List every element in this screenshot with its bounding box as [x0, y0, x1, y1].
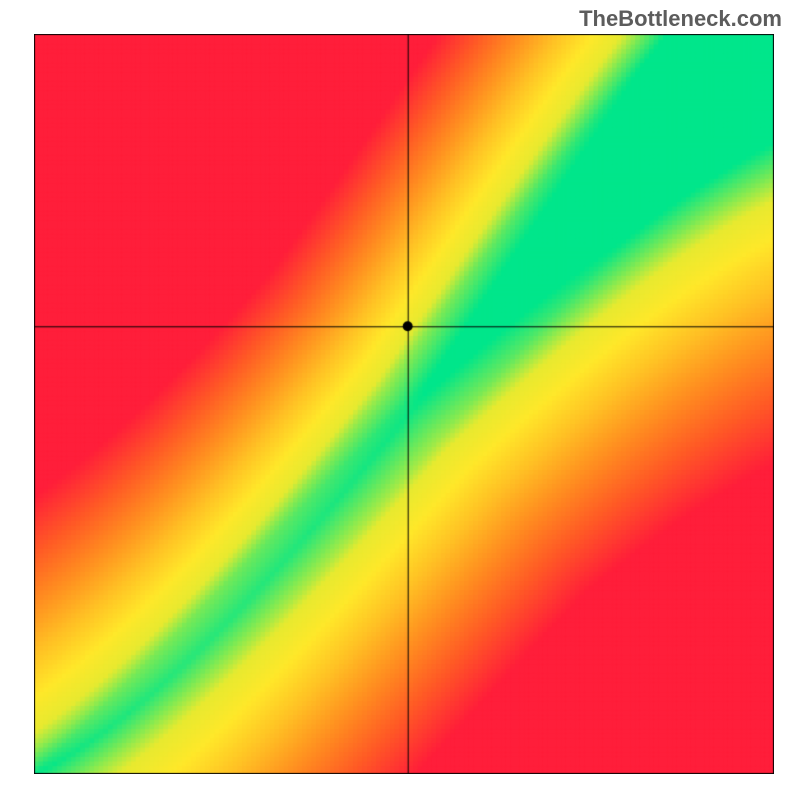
watermark-text: TheBottleneck.com: [579, 6, 782, 32]
chart-container: TheBottleneck.com: [0, 0, 800, 800]
heatmap-plot: [34, 34, 774, 774]
